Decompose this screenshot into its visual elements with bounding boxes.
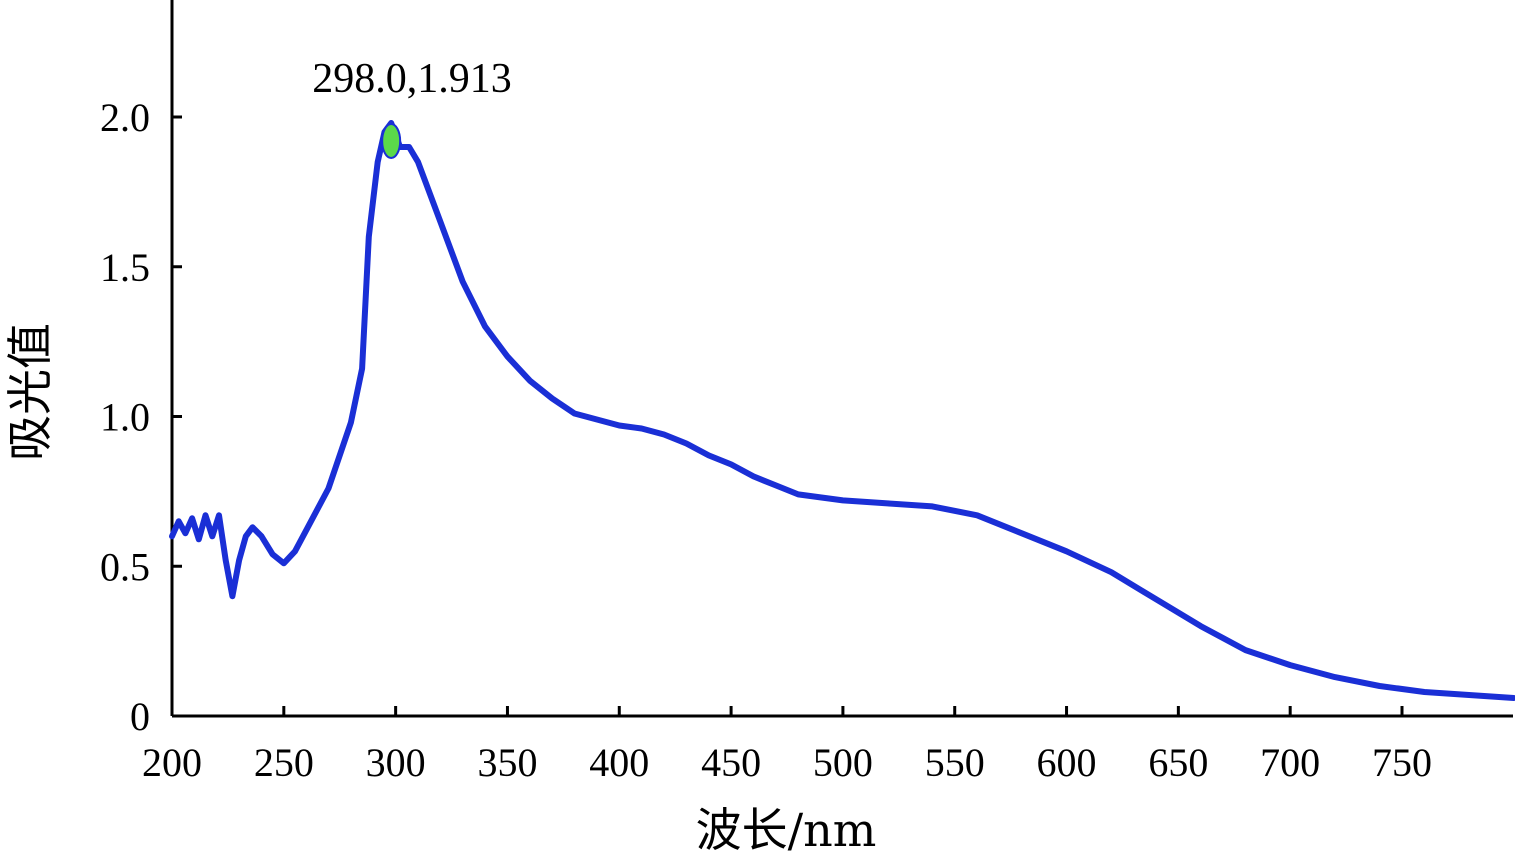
y-tick-label: 1.5: [100, 245, 150, 290]
peak-marker: [381, 123, 402, 159]
x-tick-label: 450: [701, 740, 761, 785]
x-tick-label: 400: [589, 740, 649, 785]
x-tick-label: 700: [1260, 740, 1320, 785]
y-tick-label: 0.5: [100, 544, 150, 589]
x-tick-label: 550: [925, 740, 985, 785]
y-tick-label: 0: [130, 694, 150, 739]
x-tick-label: 750: [1372, 740, 1432, 785]
y-axis-title: 吸光值: [3, 323, 57, 461]
x-tick-label: 250: [254, 740, 314, 785]
y-tick-label: 1.0: [100, 395, 150, 440]
x-tick-label: 500: [813, 740, 873, 785]
x-tick-label: 200: [142, 740, 202, 785]
x-tick-label: 600: [1037, 740, 1097, 785]
y-tick-label: 2.0: [100, 95, 150, 140]
x-axis-ticks: 200 250 300 350 400 450 500 550 600 650 700 750: [142, 706, 1432, 785]
x-tick-label: 650: [1148, 740, 1208, 785]
x-tick-label: 350: [477, 740, 537, 785]
axes: [170, 0, 1513, 718]
absorbance-spectrum-line: [169, 120, 1515, 701]
x-tick-label: 300: [366, 740, 426, 785]
x-axis-title: 波长/nm: [696, 803, 877, 857]
peak-annotation: 298.0,1.913: [312, 56, 512, 102]
y-axis-ticks: 0 0.5 1.0 1.5 2.0: [100, 95, 182, 739]
